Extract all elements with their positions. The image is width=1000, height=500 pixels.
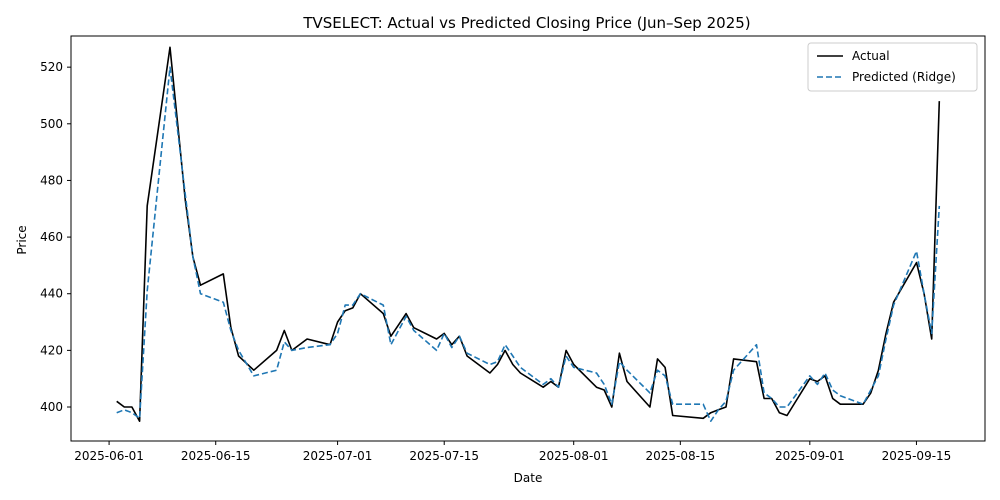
series-line-predicted: [116, 66, 941, 423]
y-tick-label: 500: [40, 117, 63, 131]
x-tick-label: 2025-09-15: [882, 449, 952, 463]
y-axis: 400 420 440 460 480 500 520: [40, 60, 71, 414]
x-axis: 2025-06-01 2025-06-15 2025-07-01 2025-07-15…: [74, 441, 951, 463]
x-axis-label: Date: [514, 471, 543, 485]
y-tick-label: 460: [40, 230, 63, 244]
x-tick-label: 2025-09-01: [775, 449, 845, 463]
y-axis-label: Price: [15, 225, 29, 254]
legend-box: [807, 42, 978, 92]
chart-title: TVSELECT: Actual vs Predicted Closing Pr…: [302, 14, 750, 32]
x-tick-label: 2025-07-15: [409, 449, 479, 463]
legend-label-predicted: Predicted (Ridge): [852, 70, 956, 84]
plot-area: [116, 46, 941, 423]
legend: Actual Predicted (Ridge): [807, 42, 978, 92]
legend-label-actual: Actual: [852, 49, 890, 63]
axes-frame: [70, 35, 986, 442]
y-tick-label: 440: [40, 287, 63, 301]
x-tick-label: 2025-06-01: [74, 449, 144, 463]
x-tick-label: 2025-06-15: [181, 449, 251, 463]
y-tick-label: 420: [40, 343, 63, 357]
x-tick-label: 2025-08-15: [645, 449, 715, 463]
y-tick-label: 480: [40, 173, 63, 187]
y-tick-label: 520: [40, 60, 63, 74]
x-tick-label: 2025-07-01: [303, 449, 373, 463]
y-tick-label: 400: [40, 400, 63, 414]
x-tick-label: 2025-08-01: [539, 449, 609, 463]
series-line-actual: [116, 46, 941, 423]
